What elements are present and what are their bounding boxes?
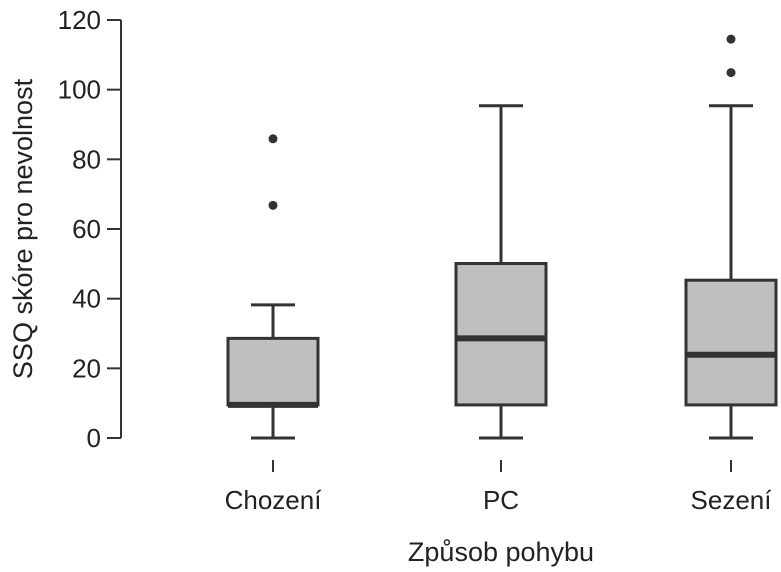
outlier-point bbox=[268, 200, 278, 210]
iqr-box bbox=[454, 261, 548, 407]
x-tick-label: Sezení bbox=[691, 485, 773, 515]
x-tick-label: Chození bbox=[225, 485, 323, 515]
iqr-box bbox=[684, 278, 778, 407]
y-axis-label: SSQ skóre pro nevolnost bbox=[8, 78, 38, 379]
y-tick-label: 100 bbox=[58, 75, 101, 105]
y-tick-label: 0 bbox=[87, 423, 101, 453]
y-tick-label: 120 bbox=[58, 5, 101, 35]
iqr-box bbox=[226, 336, 320, 407]
x-tick-label: PC bbox=[483, 485, 519, 515]
outlier-point bbox=[726, 34, 736, 44]
box-3 bbox=[684, 34, 778, 440]
y-tick-label: 20 bbox=[72, 353, 101, 383]
x-axis: Chození PC Sezení bbox=[225, 460, 773, 515]
boxes bbox=[226, 34, 778, 440]
box-1 bbox=[226, 134, 320, 440]
y-tick-label: 80 bbox=[72, 144, 101, 174]
x-axis-label: Způsob pohybu bbox=[408, 537, 594, 567]
y-tick-label: 60 bbox=[72, 214, 101, 244]
outlier-point bbox=[268, 134, 278, 144]
outlier-point bbox=[726, 68, 736, 78]
box-2 bbox=[454, 104, 548, 440]
y-axis: 0 20 40 60 80 100 120 bbox=[58, 5, 122, 453]
y-tick-label: 40 bbox=[72, 284, 101, 314]
